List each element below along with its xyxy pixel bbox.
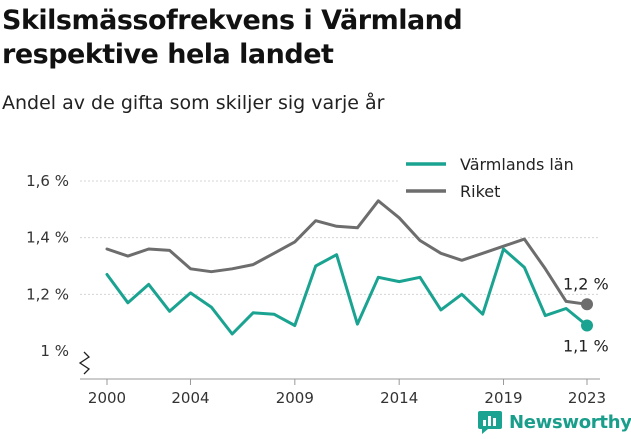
legend-background xyxy=(398,150,608,208)
chart-subtitle: Andel av de gifta som skiljer sig varje … xyxy=(2,92,385,114)
newsworthy-logo-icon xyxy=(478,411,502,434)
x-tick-label: 2019 xyxy=(484,389,522,407)
series-line-riket xyxy=(105,199,589,306)
chart-title: Skilsmässofrekvens i Värmland respektive… xyxy=(2,5,463,70)
y-tick-label: 1,2 % xyxy=(26,285,69,303)
series-line-varmland xyxy=(105,247,589,336)
legend-label: Riket xyxy=(460,182,500,201)
y-tick-label: 1 % xyxy=(40,342,69,360)
x-tick-label: 2004 xyxy=(171,389,209,407)
endpoint-riket xyxy=(581,298,593,311)
x-tick-label: 2014 xyxy=(380,389,418,407)
y-tick-label: 1,4 % xyxy=(26,229,69,247)
series-lines xyxy=(105,199,589,336)
x-tick-label: 2009 xyxy=(276,389,314,407)
x-axis: 2000 2004 2009 2014 2019 2023 xyxy=(80,378,606,407)
x-tick-label: 2023 xyxy=(568,389,606,407)
endpoint-varmland xyxy=(581,319,593,332)
y-tick-label: 1,6 % xyxy=(26,172,69,190)
newsworthy-brand: Newsworthy xyxy=(477,409,631,435)
brand-name: Newsworthy xyxy=(509,411,631,433)
y-axis: 1 % 1,2 % 1,4 % 1,6 % xyxy=(26,172,91,375)
x-tick-label: 2000 xyxy=(88,389,126,407)
end-label-riket: 1,2 % xyxy=(563,274,609,293)
legend: Värmlands län Riket xyxy=(398,150,608,208)
axis-break-icon xyxy=(78,351,91,375)
end-label-varmland: 1,1 % xyxy=(563,337,609,356)
end-points: 1,1 % 1,2 % xyxy=(563,274,609,355)
legend-label: Värmlands län xyxy=(460,155,574,174)
